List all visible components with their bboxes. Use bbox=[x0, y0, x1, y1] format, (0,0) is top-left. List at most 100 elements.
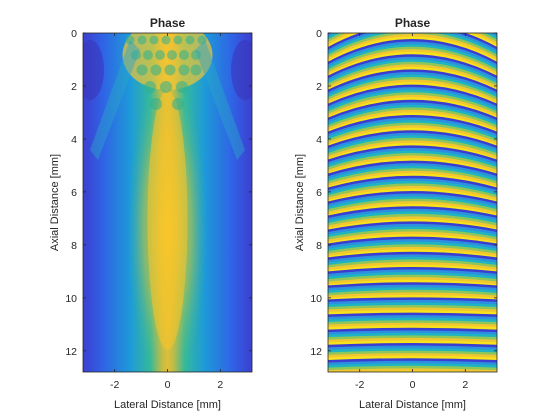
phase-band bbox=[328, 127, 497, 148]
left-xlabel: Lateral Distance [mm] bbox=[114, 399, 221, 411]
phase-band bbox=[328, 208, 497, 222]
interference-spot bbox=[167, 50, 177, 60]
phase-band bbox=[328, 130, 497, 149]
phase-band bbox=[328, 150, 497, 168]
phase-band bbox=[328, 226, 497, 238]
interference-spot bbox=[197, 35, 207, 45]
interference-spot bbox=[160, 81, 172, 93]
phase-band bbox=[328, 272, 497, 280]
right-xtick-label: -2 bbox=[355, 379, 364, 391]
right-phase-bands bbox=[323, 33, 502, 396]
phase-band bbox=[328, 92, 497, 115]
phase-band bbox=[328, 54, 497, 79]
phase-band bbox=[328, 185, 497, 201]
left-ytick-label: 0 bbox=[71, 28, 77, 40]
phase-band bbox=[328, 97, 497, 120]
phase-band bbox=[323, 391, 502, 396]
phase-band bbox=[328, 221, 497, 233]
phase-band bbox=[328, 249, 497, 260]
phase-band bbox=[328, 254, 497, 264]
phase-band bbox=[328, 320, 497, 326]
left-beam-core bbox=[147, 90, 188, 350]
right-ytick-label: 10 bbox=[310, 293, 322, 305]
interference-spot bbox=[191, 50, 201, 60]
phase-band bbox=[328, 193, 497, 208]
phase-band bbox=[328, 107, 497, 129]
left-dark-corner-right bbox=[231, 40, 252, 100]
left-panel: Phase -2 0 2 0 2 4 6 8 10 12 Lateral Distance [mm… bbox=[49, 16, 253, 411]
phase-band bbox=[328, 33, 497, 58]
left-ytick-label: 4 bbox=[71, 134, 77, 146]
left-ytick-label: 6 bbox=[71, 187, 77, 199]
left-xtick-label: 0 bbox=[165, 379, 171, 391]
phase-band bbox=[328, 264, 497, 274]
interference-spot bbox=[161, 35, 171, 45]
phase-band bbox=[328, 251, 497, 261]
phase-band bbox=[328, 292, 497, 299]
interference-spot bbox=[125, 35, 135, 45]
right-xlabel: Lateral Distance [mm] bbox=[359, 399, 466, 411]
left-ytick-label: 8 bbox=[71, 240, 77, 252]
phase-band bbox=[328, 337, 497, 343]
phase-band bbox=[328, 256, 497, 266]
phase-band bbox=[328, 122, 497, 143]
interference-spot bbox=[155, 50, 165, 60]
phase-band bbox=[328, 142, 497, 162]
left-interference-spots bbox=[125, 35, 207, 110]
phase-band bbox=[328, 56, 497, 82]
phase-band bbox=[328, 236, 497, 247]
phase-band bbox=[328, 104, 497, 126]
phase-band bbox=[328, 216, 497, 229]
left-xtick-label: 2 bbox=[217, 379, 223, 391]
left-ytick-label: 10 bbox=[65, 293, 77, 305]
left-panel-title: Phase bbox=[150, 16, 186, 30]
phase-band bbox=[328, 69, 497, 93]
interference-spot bbox=[149, 35, 159, 45]
phase-band bbox=[328, 343, 497, 348]
phase-band bbox=[328, 99, 497, 121]
phase-band bbox=[328, 363, 497, 369]
phase-band bbox=[328, 183, 497, 199]
left-ytick-label: 2 bbox=[71, 81, 77, 93]
phase-band bbox=[328, 279, 497, 288]
phase-band bbox=[328, 61, 497, 87]
right-ytick-label: 12 bbox=[310, 346, 322, 358]
phase-band bbox=[328, 168, 497, 185]
phase-band bbox=[328, 158, 497, 176]
phase-band bbox=[328, 229, 497, 241]
phase-band bbox=[328, 294, 497, 302]
right-ytick-label: 2 bbox=[316, 81, 322, 93]
phase-band bbox=[328, 282, 497, 289]
interference-spot bbox=[144, 81, 156, 93]
phase-band bbox=[328, 94, 497, 118]
phase-band bbox=[328, 234, 497, 246]
phase-band bbox=[328, 284, 497, 292]
phase-band bbox=[328, 89, 497, 112]
phase-band bbox=[328, 79, 497, 104]
phase-band bbox=[328, 41, 497, 68]
phase-band bbox=[328, 34, 497, 61]
phase-band bbox=[328, 46, 497, 73]
phase-band bbox=[328, 259, 497, 269]
phase-band bbox=[328, 115, 497, 135]
phase-band bbox=[328, 145, 497, 163]
interference-spot bbox=[178, 64, 190, 76]
phase-band bbox=[328, 125, 497, 145]
right-heatmap bbox=[323, 33, 502, 396]
phase-band bbox=[328, 170, 497, 187]
phase-band bbox=[328, 137, 497, 157]
interference-spot bbox=[179, 50, 189, 60]
phase-band bbox=[328, 353, 497, 359]
phase-band bbox=[328, 325, 497, 331]
phase-band bbox=[328, 59, 497, 84]
interference-spot bbox=[150, 98, 162, 110]
phase-band bbox=[328, 153, 497, 171]
phase-band bbox=[328, 239, 497, 250]
phase-band bbox=[328, 315, 497, 321]
phase-band bbox=[328, 180, 497, 196]
phase-band bbox=[328, 277, 497, 285]
phase-band bbox=[328, 84, 497, 107]
phase-band bbox=[328, 188, 497, 204]
phase-band bbox=[328, 218, 497, 232]
